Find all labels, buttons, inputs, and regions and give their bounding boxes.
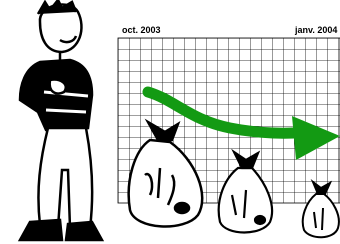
end-label: janv. 2004: [294, 25, 337, 35]
start-label: oct. 2003: [122, 25, 161, 35]
page: {"header": {"labels": ["oct. 2003", "jan…: [0, 0, 340, 244]
cartoon-man: [20, 0, 102, 240]
illustration: oct. 2003 janv. 2004: [0, 0, 340, 244]
